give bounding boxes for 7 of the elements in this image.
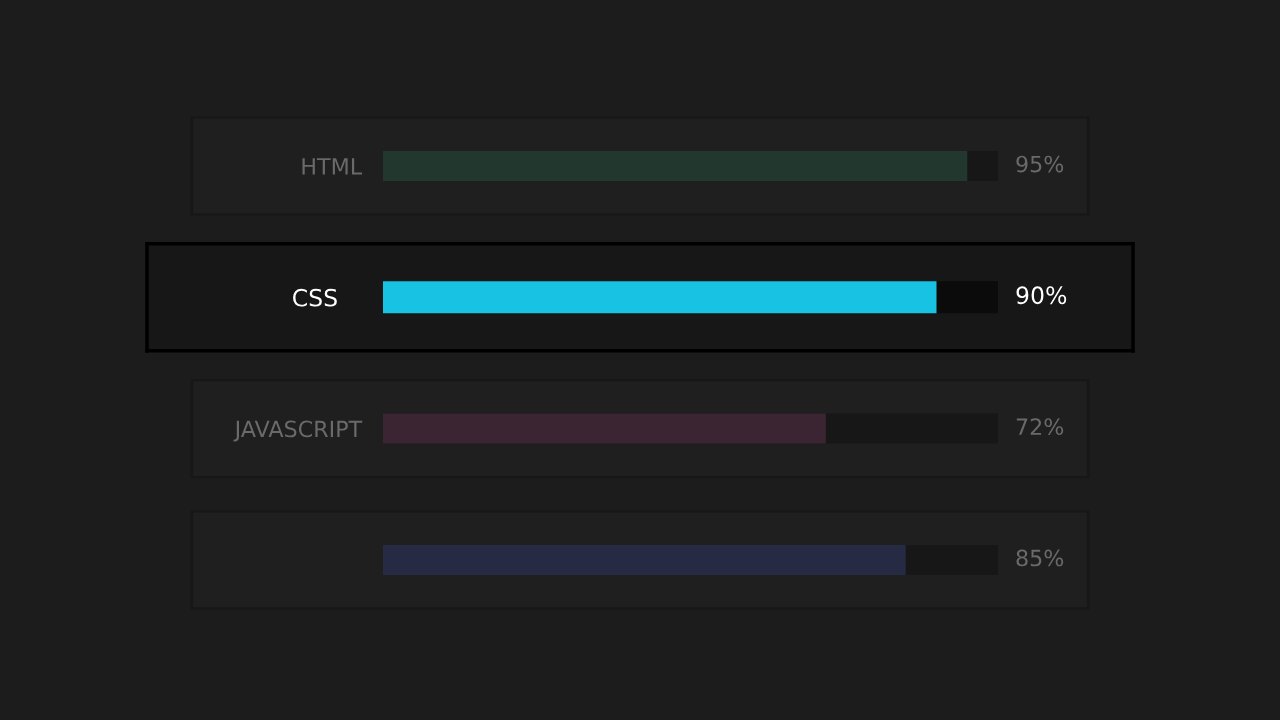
data-label: 72% [1016, 418, 1064, 436]
data-label: 90% [1016, 286, 1067, 305]
y-tick-label: HTML [302, 158, 363, 175]
y-tick-label: JAVASCRIPT [233, 420, 363, 442]
data-label: 95% [1016, 155, 1064, 173]
y-tick-label: CSS [293, 288, 337, 307]
data-label: 85% [1016, 549, 1064, 567]
